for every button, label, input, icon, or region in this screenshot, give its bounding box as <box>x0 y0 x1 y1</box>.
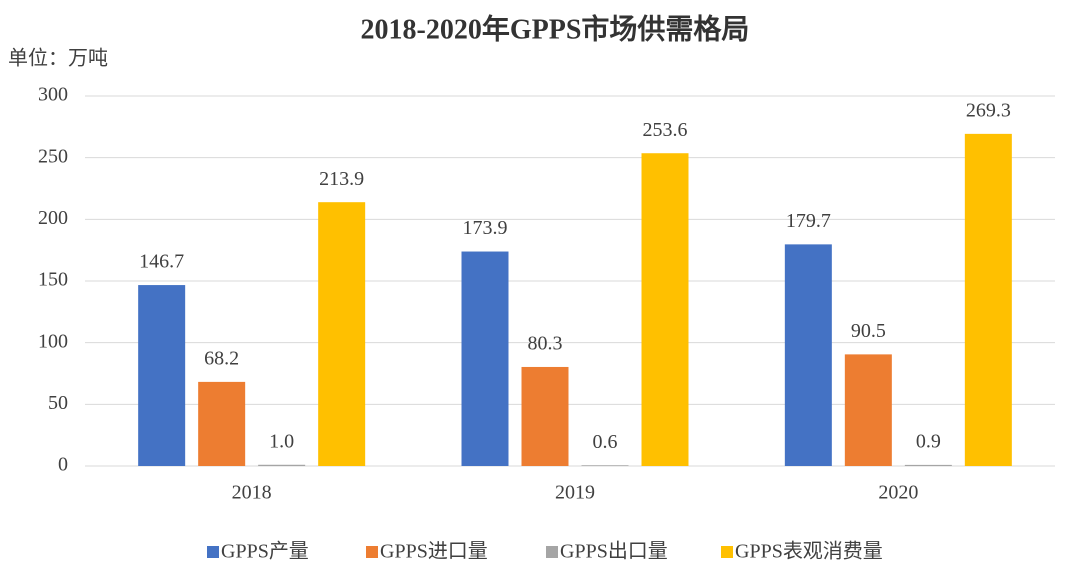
bar <box>904 464 952 466</box>
data-label: 90.5 <box>851 320 886 342</box>
data-label: 1.0 <box>269 430 294 452</box>
data-label: 0.9 <box>916 430 941 452</box>
x-tick-label: 2020 <box>878 482 918 504</box>
bar <box>784 244 832 466</box>
bar <box>844 354 892 466</box>
bar <box>964 133 1012 466</box>
bar <box>641 153 689 466</box>
y-tick-label: 100 <box>38 330 68 352</box>
legend-swatch <box>721 546 733 558</box>
y-tick-label: 300 <box>38 84 68 106</box>
bar <box>318 202 366 466</box>
x-tick-label: 2019 <box>555 482 595 504</box>
data-label: 179.7 <box>786 210 831 232</box>
legend-label: GPPS表观消费量 <box>735 540 883 563</box>
data-label: 0.6 <box>593 431 618 453</box>
legend-label: GPPS出口量 <box>560 540 668 563</box>
y-tick-label: 250 <box>38 145 68 167</box>
y-tick-label: 200 <box>38 207 68 229</box>
legend-label: GPPS进口量 <box>380 540 488 563</box>
y-tick-label: 0 <box>58 454 68 476</box>
bar <box>138 285 186 466</box>
bar <box>258 464 306 466</box>
bar <box>581 465 629 466</box>
chart-title: 2018-2020年GPPS市场供需格局 <box>361 12 750 45</box>
legend-swatch <box>207 546 219 558</box>
x-tick-label: 2018 <box>232 482 272 504</box>
bar <box>198 381 246 466</box>
y-axis-unit: 单位：万吨 <box>8 47 108 70</box>
data-label: 269.3 <box>966 99 1011 121</box>
data-label: 213.9 <box>319 168 364 190</box>
data-label: 80.3 <box>528 333 563 355</box>
legend-swatch <box>366 546 378 558</box>
data-label: 253.6 <box>643 119 688 141</box>
data-label: 173.9 <box>463 217 508 239</box>
bar <box>521 366 569 466</box>
data-label: 146.7 <box>139 251 184 273</box>
bar <box>461 251 509 466</box>
legend-label: GPPS产量 <box>221 540 309 563</box>
y-tick-label: 50 <box>48 392 68 414</box>
data-label: 68.2 <box>204 347 239 369</box>
y-tick-label: 150 <box>38 269 68 291</box>
legend-swatch <box>546 546 558 558</box>
